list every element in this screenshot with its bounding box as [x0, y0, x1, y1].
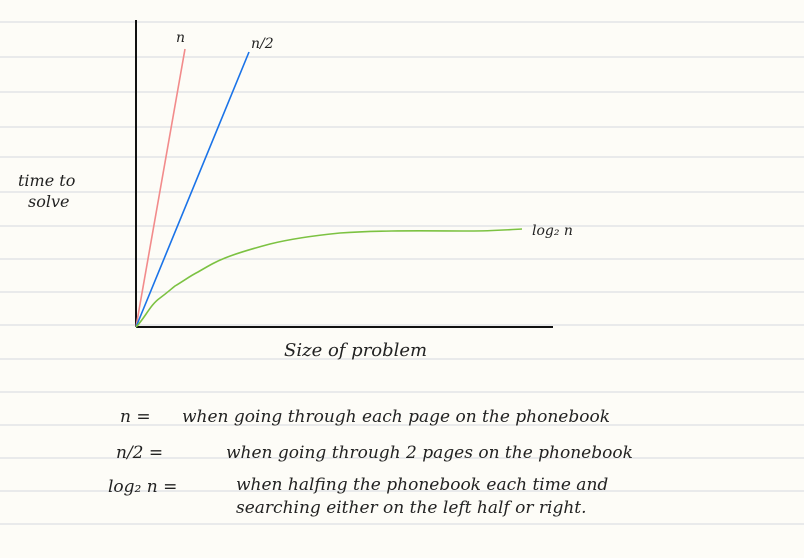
- x-axis-label: Size of problem: [284, 340, 427, 361]
- y-axis-label-line2: solve: [28, 192, 69, 211]
- n-curve-label: n: [176, 30, 185, 46]
- note-description: when going through each page on the phon…: [182, 407, 610, 427]
- note-description: searching either on the left half or rig…: [236, 498, 587, 518]
- y-axis-label-line1: time to: [18, 171, 75, 190]
- n-half-curve: [135, 51, 250, 328]
- note-description: when going through 2 pages on the phoneb…: [226, 443, 633, 463]
- ruled-lines: [0, 21, 804, 525]
- log-n-curve-label: log₂ n: [532, 223, 573, 239]
- notes: n = when going through each page on the …: [108, 407, 633, 518]
- note-description: when halfing the phonebook each time and: [236, 475, 608, 495]
- note-term: log₂ n =: [108, 477, 177, 497]
- log-n-curve: [135, 228, 523, 328]
- note-term: n =: [120, 407, 151, 427]
- n-half-curve-label: n/2: [251, 36, 274, 52]
- note-term: n/2 =: [116, 443, 163, 463]
- n-curve: [135, 48, 186, 328]
